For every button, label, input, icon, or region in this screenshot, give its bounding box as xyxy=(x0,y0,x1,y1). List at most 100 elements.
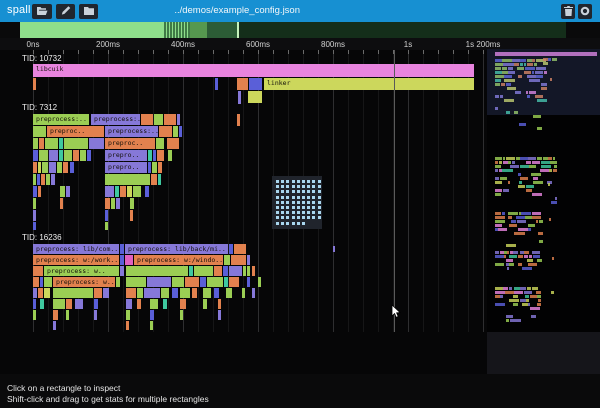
span-rect[interactable] xyxy=(237,114,240,126)
span-rect[interactable] xyxy=(150,321,153,330)
span-rect[interactable] xyxy=(150,310,154,320)
span-rect[interactable] xyxy=(185,277,199,287)
span-rect[interactable] xyxy=(126,310,130,320)
span-rect[interactable] xyxy=(116,198,120,209)
span-rect-preprocess-lib-com[interactable]: preprocess: lib/com.. xyxy=(33,244,119,254)
span-rect[interactable] xyxy=(66,310,69,320)
span-rect[interactable] xyxy=(133,186,141,197)
span-rect[interactable] xyxy=(231,255,246,265)
span-rect[interactable] xyxy=(226,288,232,298)
span-rect[interactable] xyxy=(218,299,221,309)
span-speck[interactable] xyxy=(333,246,335,252)
span-rect[interactable] xyxy=(247,266,250,276)
span-rect-prepro[interactable]: prepro.. xyxy=(105,150,147,161)
span-rect[interactable] xyxy=(180,288,190,298)
span-rect[interactable] xyxy=(247,277,250,287)
span-rect[interactable] xyxy=(105,210,108,221)
span-rect[interactable] xyxy=(33,162,37,173)
span-rect[interactable] xyxy=(60,186,65,197)
span-rect[interactable] xyxy=(80,150,86,161)
span-rect-preprocess-w[interactable]: preprocess: w.. xyxy=(44,266,119,276)
span-rect[interactable] xyxy=(33,288,37,298)
span-rect[interactable] xyxy=(126,321,129,330)
span-rect[interactable] xyxy=(153,150,156,161)
span-rect[interactable] xyxy=(214,266,222,276)
span-rect[interactable] xyxy=(40,277,43,287)
span-rect[interactable] xyxy=(33,150,38,161)
span-rect[interactable] xyxy=(215,78,218,90)
span-rect[interactable] xyxy=(126,277,146,287)
save-trace-button[interactable] xyxy=(79,4,98,19)
span-rect[interactable] xyxy=(189,266,193,276)
open-file-button[interactable] xyxy=(32,4,52,19)
span-rect[interactable] xyxy=(223,266,228,276)
span-rect[interactable] xyxy=(57,162,62,173)
span-rect[interactable] xyxy=(207,277,223,287)
span-rect[interactable] xyxy=(158,174,161,185)
span-rect[interactable] xyxy=(237,78,248,90)
span-rect-preprocess[interactable]: preprocess:.. xyxy=(91,114,140,125)
span-rect[interactable] xyxy=(94,299,98,309)
span-rect[interactable] xyxy=(252,288,255,298)
edit-button[interactable] xyxy=(56,4,75,19)
span-rect[interactable] xyxy=(144,288,160,298)
span-rect[interactable] xyxy=(44,277,52,287)
span-rect[interactable] xyxy=(45,138,58,149)
span-rect[interactable] xyxy=(148,150,152,161)
span-rect[interactable] xyxy=(33,299,36,309)
span-rect[interactable] xyxy=(120,255,124,265)
span-rect[interactable] xyxy=(51,174,55,185)
span-rect[interactable] xyxy=(103,288,109,298)
span-rect-preprocess-w-work[interactable]: preprocess: w:/work.. xyxy=(33,255,119,265)
span-rect[interactable] xyxy=(125,255,133,265)
span-rect[interactable] xyxy=(242,288,245,298)
span-rect[interactable] xyxy=(161,288,169,298)
span-rect[interactable] xyxy=(163,299,167,309)
span-rect[interactable] xyxy=(234,244,246,254)
span-rect[interactable] xyxy=(39,150,48,161)
span-rect[interactable] xyxy=(66,186,70,197)
span-rect[interactable] xyxy=(105,222,108,230)
span-rect[interactable] xyxy=(145,186,149,197)
time-ruler[interactable]: 0ns 200ms 400ms 600ms 800ms 1s 1s 200ms xyxy=(0,38,600,50)
span-rect[interactable] xyxy=(59,150,63,161)
span-rect[interactable] xyxy=(248,91,262,103)
span-rect[interactable] xyxy=(89,138,104,149)
span-rect[interactable] xyxy=(49,150,58,161)
span-rect[interactable] xyxy=(173,126,178,137)
span-rect[interactable] xyxy=(172,277,184,287)
span-rect[interactable] xyxy=(258,277,261,287)
clear-trace-button[interactable] xyxy=(561,4,575,19)
span-rect[interactable] xyxy=(53,288,93,298)
span-rect[interactable] xyxy=(33,222,36,230)
span-rect[interactable] xyxy=(130,210,133,221)
span-rect[interactable] xyxy=(167,138,179,149)
flamegraph-canvas[interactable]: TID: 10732 libcuik linker TID: 7312 preproce… xyxy=(0,49,600,374)
span-rect[interactable] xyxy=(130,198,134,209)
span-rect[interactable] xyxy=(224,255,230,265)
span-rect[interactable] xyxy=(137,299,141,309)
span-rect[interactable] xyxy=(105,198,110,209)
span-rect[interactable] xyxy=(120,244,124,254)
span-rect-preprocess-lib-back-mi[interactable]: preprocess: lib/back/mi.. xyxy=(125,244,228,254)
dense-span-cluster[interactable] xyxy=(272,176,322,229)
span-rect[interactable] xyxy=(126,266,188,276)
span-rect[interactable] xyxy=(39,138,44,149)
span-rect[interactable] xyxy=(44,288,50,298)
span-rect[interactable] xyxy=(180,310,183,320)
span-rect[interactable] xyxy=(33,210,36,221)
span-rect[interactable] xyxy=(148,162,151,173)
span-rect[interactable] xyxy=(37,174,40,185)
span-rect[interactable] xyxy=(179,126,182,137)
span-rect[interactable] xyxy=(147,277,171,287)
span-rect[interactable] xyxy=(42,162,48,173)
span-rect-linker[interactable]: linker xyxy=(264,78,474,90)
span-rect[interactable] xyxy=(141,114,153,125)
span-rect-libcuik[interactable]: libcuik xyxy=(33,64,474,77)
span-rect[interactable] xyxy=(150,299,158,309)
span-rect[interactable] xyxy=(247,255,250,265)
span-rect[interactable] xyxy=(38,288,43,298)
span-rect[interactable] xyxy=(164,114,176,125)
span-rect[interactable] xyxy=(168,150,172,161)
span-rect[interactable] xyxy=(64,150,72,161)
